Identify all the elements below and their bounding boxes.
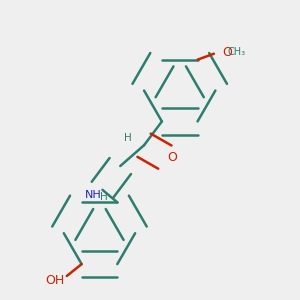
Text: O: O [222,46,232,59]
Text: NH: NH [85,190,102,200]
Text: H: H [100,192,108,202]
Text: OH: OH [45,274,64,287]
Text: CH₃: CH₃ [227,47,245,57]
Text: H: H [124,133,132,143]
Text: O: O [167,151,177,164]
